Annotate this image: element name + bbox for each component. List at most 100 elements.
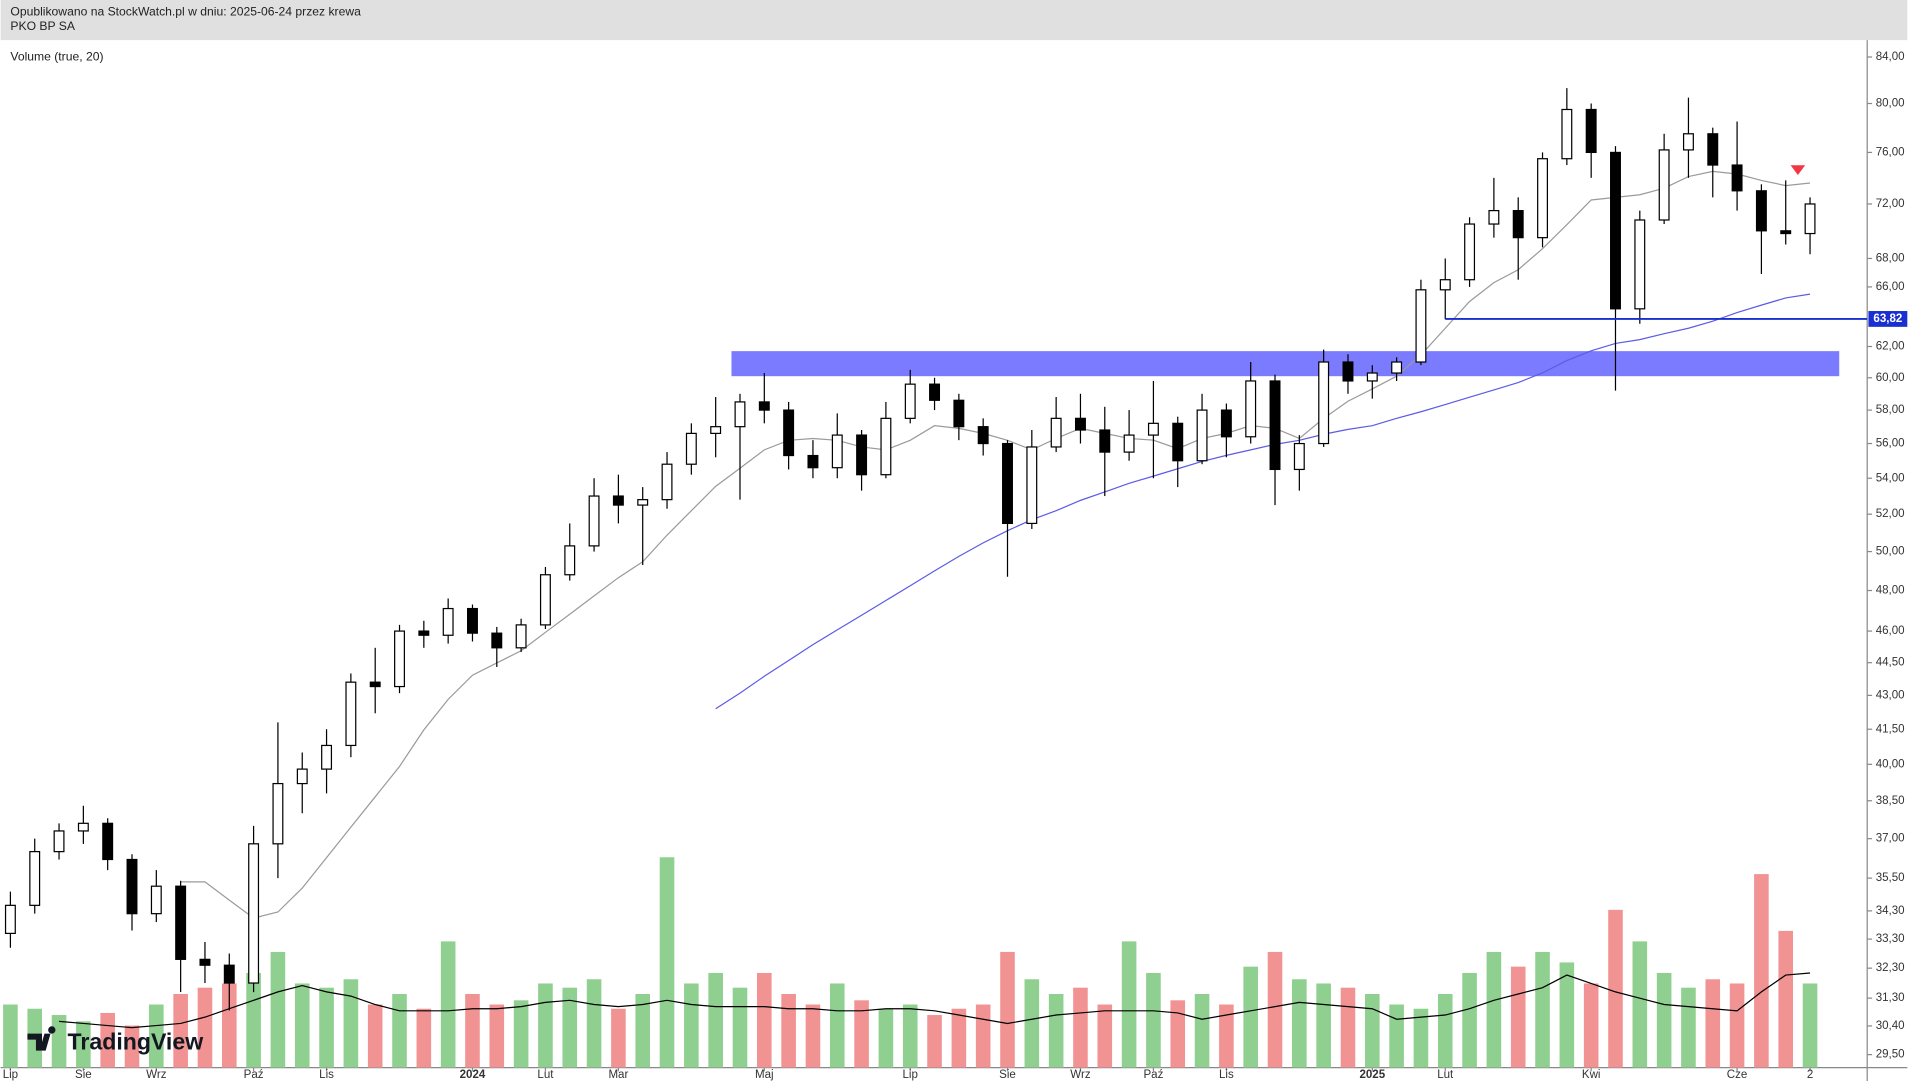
candle-body: [1342, 361, 1354, 382]
candle-body: [661, 463, 673, 501]
candle-body: [1488, 209, 1500, 225]
x-tick-label: 2025: [1359, 1069, 1385, 1081]
candle-body: [1147, 422, 1159, 436]
candle-body: [1707, 133, 1719, 166]
candle-body: [272, 782, 284, 845]
candle-body: [1391, 361, 1403, 374]
volume-bar: [1073, 987, 1088, 1068]
volume-bar: [927, 1015, 942, 1068]
y-tick-label: 62,00: [1876, 341, 1905, 353]
volume-bar: [343, 979, 359, 1068]
volume-bar: [975, 1004, 991, 1068]
volume-bar: [757, 972, 772, 1068]
candle-body: [1099, 429, 1111, 453]
volume-bar: [149, 1004, 164, 1068]
price-label-box: [1868, 311, 1908, 327]
volume-bar: [100, 1012, 115, 1068]
volume-bar: [173, 993, 188, 1068]
y-tick-label: 33,30: [1876, 933, 1905, 945]
candle-body: [1123, 434, 1135, 453]
candle-body: [1537, 158, 1549, 239]
volume-bar: [1413, 1008, 1429, 1068]
volume-bar: [1000, 951, 1015, 1068]
volume-bar: [951, 1008, 967, 1068]
candle-body: [904, 383, 916, 419]
candle-body: [588, 495, 600, 547]
y-tick-label: 34,30: [1876, 905, 1905, 917]
y-tick-label: 38,50: [1876, 795, 1905, 807]
volume-bar: [1219, 1004, 1234, 1068]
candle-body: [369, 681, 381, 688]
candle-body: [296, 768, 308, 785]
volume-bar: [489, 1004, 505, 1068]
candle-body: [1755, 190, 1767, 232]
resistance-zone: [731, 351, 1840, 377]
volume-bar: [1389, 1004, 1404, 1068]
candle-body: [1585, 108, 1597, 154]
candle-body: [418, 630, 430, 636]
candle-body: [1366, 372, 1378, 382]
x-tick-label: Lis: [319, 1069, 334, 1081]
volume-bar: [416, 1008, 432, 1068]
candle-body: [1074, 417, 1086, 431]
title: PKO BP SA: [10, 19, 75, 33]
volume-bar: [1510, 966, 1526, 1068]
candle-body: [831, 434, 843, 469]
y-tick-label: 37,00: [1876, 833, 1905, 845]
candle-body: [442, 607, 454, 636]
volume-bar: [1146, 972, 1161, 1068]
volume-bar: [197, 987, 213, 1068]
volume-bar: [1778, 930, 1794, 1068]
x-tick-label: Lis: [1219, 1069, 1234, 1081]
x-tick-label: Lut: [1437, 1069, 1454, 1081]
volume-bar: [1024, 979, 1040, 1068]
volume-bar: [1559, 962, 1575, 1068]
volume-bar: [1194, 993, 1210, 1068]
y-tick-label: 76,00: [1876, 146, 1905, 158]
candle-body: [612, 495, 624, 506]
candle-body: [345, 681, 357, 747]
candle-body: [637, 499, 649, 506]
volume-bar: [659, 857, 675, 1068]
volume-bar: [51, 1015, 67, 1068]
candle-body: [1634, 219, 1646, 310]
x-tick-label: Paź: [244, 1069, 264, 1081]
volume-bar: [1462, 972, 1477, 1068]
y-tick-label: 43,00: [1876, 689, 1905, 701]
candle-body: [1002, 442, 1013, 525]
candle-body: [223, 964, 235, 984]
subtitle: Opublikowano na StockWatch.pl w dniu: 20…: [10, 4, 361, 18]
candle-body: [77, 822, 89, 832]
volume-bar: [684, 983, 699, 1068]
x-tick-label: Kwi: [1582, 1069, 1601, 1081]
candle-body: [758, 401, 770, 411]
volume-bar: [1656, 972, 1672, 1068]
y-tick-label: 41,50: [1876, 723, 1905, 735]
candle-body: [929, 383, 941, 401]
volume-bar: [513, 1000, 529, 1068]
x-tick-label: Sie: [999, 1069, 1016, 1081]
candle-body: [491, 632, 503, 649]
volume-bar: [1097, 1004, 1113, 1068]
candle-body: [1682, 133, 1694, 151]
volume-bar: [392, 993, 407, 1068]
candle-body: [1464, 223, 1476, 281]
y-tick-label: 68,00: [1876, 252, 1905, 264]
x-tick-label: 2024: [460, 1069, 486, 1081]
volume-bar: [562, 987, 578, 1068]
candle-body: [1415, 289, 1427, 363]
volume-bar: [829, 983, 845, 1068]
x-tick-label: Wrz: [1070, 1069, 1091, 1081]
candle-body: [1780, 230, 1792, 235]
candle-body: [685, 432, 697, 465]
y-tick-label: 58,00: [1876, 404, 1905, 416]
candle-body: [321, 744, 333, 770]
y-tick-label: 60,00: [1876, 372, 1905, 384]
y-tick-label: 46,00: [1876, 625, 1905, 637]
candle-body: [394, 630, 405, 688]
volume-bar: [708, 972, 723, 1068]
candle-body: [710, 426, 722, 434]
volume-bar: [538, 983, 553, 1068]
volume-bar: [902, 1004, 918, 1068]
